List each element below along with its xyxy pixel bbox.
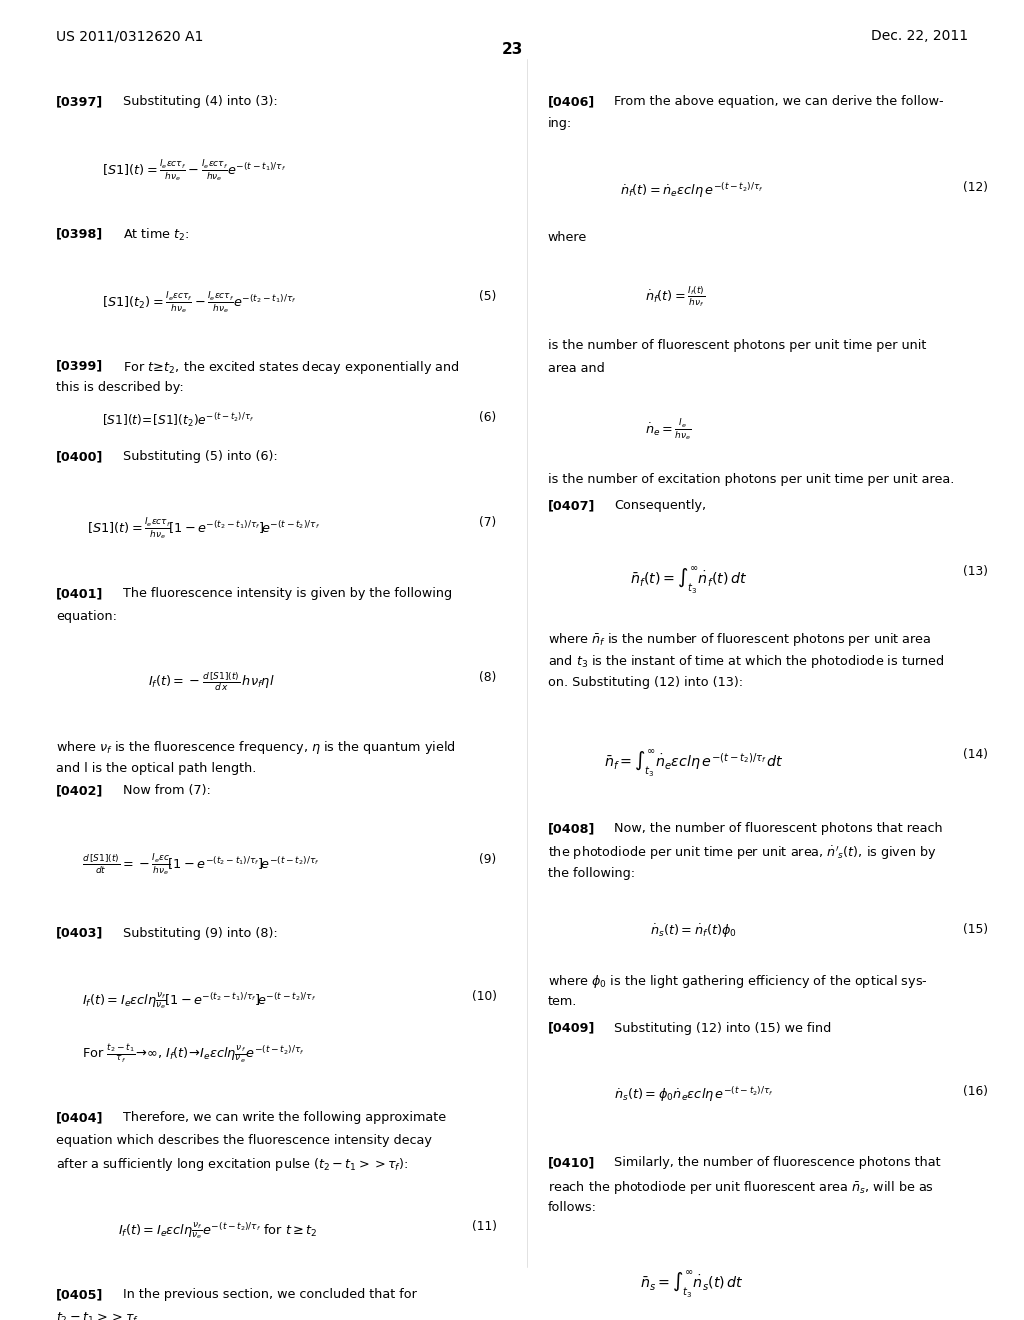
Text: where: where [548, 231, 587, 244]
Text: Dec. 22, 2011: Dec. 22, 2011 [870, 29, 968, 44]
Text: [0408]: [0408] [548, 822, 595, 836]
Text: $\dot{n}_s(t) = \dot{n}_f(t)\phi_0$: $\dot{n}_s(t) = \dot{n}_f(t)\phi_0$ [650, 923, 737, 940]
Text: US 2011/0312620 A1: US 2011/0312620 A1 [56, 29, 204, 44]
Text: [0401]: [0401] [56, 587, 103, 601]
Text: $\bar{n}_f(t) = \int_{t_3}^{\infty}\dot{n}_f(t)\,dt$: $\bar{n}_f(t) = \int_{t_3}^{\infty}\dot{… [630, 565, 746, 595]
Text: the photodiode per unit time per unit area, $\dot{n}'_s(t)$, is given by: the photodiode per unit time per unit ar… [548, 845, 937, 862]
Text: [0405]: [0405] [56, 1288, 103, 1302]
Text: equation:: equation: [56, 610, 118, 623]
Text: $\bar{n}_f = \int_{t_3}^{\infty}\dot{n}_e \varepsilon c l \eta\, e^{-(t-t_2)/\ta: $\bar{n}_f = \int_{t_3}^{\infty}\dot{n}_… [604, 748, 784, 779]
Text: $[S1](t)\!=\![S1](t_2)e^{-(t-t_2)/\tau_f}$: $[S1](t)\!=\![S1](t_2)e^{-(t-t_2)/\tau_f… [102, 411, 255, 429]
Text: $I_f(t) = I_e \varepsilon c l \eta \frac{\nu_f}{\nu_e}\!\left[1 - e^{-(t_2-t_1)/: $I_f(t) = I_e \varepsilon c l \eta \frac… [82, 990, 316, 1011]
Text: (16): (16) [964, 1085, 988, 1098]
Text: Substituting (9) into (8):: Substituting (9) into (8): [123, 927, 278, 940]
Text: $[S1](t) = \frac{I_e \varepsilon c \tau_f}{h\nu_e}\!\left[1 - e^{-(t_2-t_1)/\tau: $[S1](t) = \frac{I_e \varepsilon c \tau_… [87, 516, 321, 541]
Text: In the previous section, we concluded that for: In the previous section, we concluded th… [123, 1288, 417, 1302]
Text: 23: 23 [502, 42, 522, 57]
Text: tem.: tem. [548, 995, 578, 1008]
Text: reach the photodiode per unit fluorescent area $\bar{n}_s$, will be as: reach the photodiode per unit fluorescen… [548, 1179, 934, 1196]
Text: $t_2-t_1>>\tau_f$: $t_2-t_1>>\tau_f$ [56, 1311, 139, 1320]
Text: [0407]: [0407] [548, 499, 595, 512]
Text: $\dot{n}_f(t) = \dot{n}_e \varepsilon c l \eta\, e^{-(t-t_2)/\tau_f}$: $\dot{n}_f(t) = \dot{n}_e \varepsilon c … [620, 181, 763, 199]
Text: (5): (5) [479, 290, 497, 304]
Text: Substituting (4) into (3):: Substituting (4) into (3): [123, 95, 278, 108]
Text: $I_f(t) = -\frac{d\,[S1](t)}{d\,x}\,h\nu_f\eta l$: $I_f(t) = -\frac{d\,[S1](t)}{d\,x}\,h\nu… [148, 671, 275, 693]
Text: Similarly, the number of fluorescence photons that: Similarly, the number of fluorescence ph… [614, 1156, 941, 1170]
Text: (7): (7) [479, 516, 497, 529]
Text: $\frac{d\,[S1](t)}{dt} = -\frac{I_e \varepsilon c}{h\nu_e}\!\left[1 - e^{-(t_2-t: $\frac{d\,[S1](t)}{dt} = -\frac{I_e \var… [82, 853, 319, 878]
Text: Substituting (5) into (6):: Substituting (5) into (6): [123, 450, 278, 463]
Text: on. Substituting (12) into (13):: on. Substituting (12) into (13): [548, 676, 743, 689]
Text: where $\nu_f$ is the fluorescence frequency, $\eta$ is the quantum yield: where $\nu_f$ is the fluorescence freque… [56, 739, 456, 756]
Text: (15): (15) [963, 923, 988, 936]
Text: follows:: follows: [548, 1201, 597, 1214]
Text: [0406]: [0406] [548, 95, 595, 108]
Text: For $t\!\geq\!t_2$, the excited states decay exponentially and: For $t\!\geq\!t_2$, the excited states d… [123, 359, 460, 376]
Text: (8): (8) [479, 671, 497, 684]
Text: $\dot{n}_e = \frac{I_e}{h\nu_e}$: $\dot{n}_e = \frac{I_e}{h\nu_e}$ [645, 417, 692, 442]
Text: Substituting (12) into (15) we find: Substituting (12) into (15) we find [614, 1022, 831, 1035]
Text: [0402]: [0402] [56, 784, 103, 797]
Text: [0399]: [0399] [56, 359, 103, 372]
Text: where $\bar{n}_f$ is the number of fluorescent photons per unit area: where $\bar{n}_f$ is the number of fluor… [548, 631, 931, 648]
Text: (10): (10) [472, 990, 497, 1003]
Text: $[S1](t) = \frac{I_e \varepsilon c \tau_f}{h\nu_e} - \frac{I_e \varepsilon c \ta: $[S1](t) = \frac{I_e \varepsilon c \tau_… [102, 158, 287, 183]
Text: [0398]: [0398] [56, 227, 103, 240]
Text: equation which describes the fluorescence intensity decay: equation which describes the fluorescenc… [56, 1134, 432, 1147]
Text: (13): (13) [964, 565, 988, 578]
Text: $[S1](t_2) = \frac{I_e \varepsilon c \tau_f}{h\nu_e} - \frac{I_e \varepsilon c \: $[S1](t_2) = \frac{I_e \varepsilon c \ta… [102, 290, 297, 315]
Text: $I_f(t) = I_e \varepsilon c l \eta \frac{\nu_f}{\nu_e} e^{-(t-t_2)/\tau_f}$ for : $I_f(t) = I_e \varepsilon c l \eta \frac… [118, 1220, 317, 1241]
Text: $\dot{n}_s(t) = \phi_0 \dot{n}_e \varepsilon c l \eta\, e^{-(t-t_2)/\tau_f}$: $\dot{n}_s(t) = \phi_0 \dot{n}_e \vareps… [614, 1085, 774, 1104]
Text: (11): (11) [472, 1220, 497, 1233]
Text: [0403]: [0403] [56, 927, 103, 940]
Text: [0404]: [0404] [56, 1111, 103, 1125]
Text: (12): (12) [964, 181, 988, 194]
Text: [0409]: [0409] [548, 1022, 595, 1035]
Text: area and: area and [548, 362, 604, 375]
Text: $\dot{n}_f(t) = \frac{I_f(t)}{h\nu_f}$: $\dot{n}_f(t) = \frac{I_f(t)}{h\nu_f}$ [645, 284, 706, 309]
Text: [0400]: [0400] [56, 450, 103, 463]
Text: after a sufficiently long excitation pulse $(t_2-t_1>>\tau_f)$:: after a sufficiently long excitation pul… [56, 1156, 409, 1173]
Text: Consequently,: Consequently, [614, 499, 707, 512]
Text: From the above equation, we can derive the follow-: From the above equation, we can derive t… [614, 95, 944, 108]
Text: and $t_3$ is the instant of time at which the photodiode is turned: and $t_3$ is the instant of time at whic… [548, 653, 944, 671]
Text: [0397]: [0397] [56, 95, 103, 108]
Text: Now from (7):: Now from (7): [123, 784, 211, 797]
Text: the following:: the following: [548, 867, 635, 880]
Text: is the number of fluorescent photons per unit time per unit: is the number of fluorescent photons per… [548, 339, 927, 352]
Text: where $\phi_0$ is the light gathering efficiency of the optical sys-: where $\phi_0$ is the light gathering ef… [548, 973, 928, 990]
Text: Now, the number of fluorescent photons that reach: Now, the number of fluorescent photons t… [614, 822, 943, 836]
Text: For $\frac{t_2-t_1}{\tau_f}\!\to\!\infty$, $I_f(t)\!\to\!I_e \varepsilon c l \et: For $\frac{t_2-t_1}{\tau_f}\!\to\!\infty… [82, 1043, 305, 1065]
Text: At time $t_2$:: At time $t_2$: [123, 227, 189, 243]
Text: and l is the optical path length.: and l is the optical path length. [56, 762, 257, 775]
Text: (14): (14) [964, 748, 988, 762]
Text: [0410]: [0410] [548, 1156, 595, 1170]
Text: is the number of excitation photons per unit time per unit area.: is the number of excitation photons per … [548, 473, 954, 486]
Text: (9): (9) [479, 853, 497, 866]
Text: ing:: ing: [548, 117, 572, 131]
Text: (6): (6) [479, 411, 497, 424]
Text: The fluorescence intensity is given by the following: The fluorescence intensity is given by t… [123, 587, 452, 601]
Text: Therefore, we can write the following approximate: Therefore, we can write the following ap… [123, 1111, 446, 1125]
Text: $\bar{n}_s = \int_{t_3}^{\infty}\dot{n}_s(t)\,dt$: $\bar{n}_s = \int_{t_3}^{\infty}\dot{n}_… [640, 1270, 743, 1300]
Text: this is described by:: this is described by: [56, 381, 184, 395]
